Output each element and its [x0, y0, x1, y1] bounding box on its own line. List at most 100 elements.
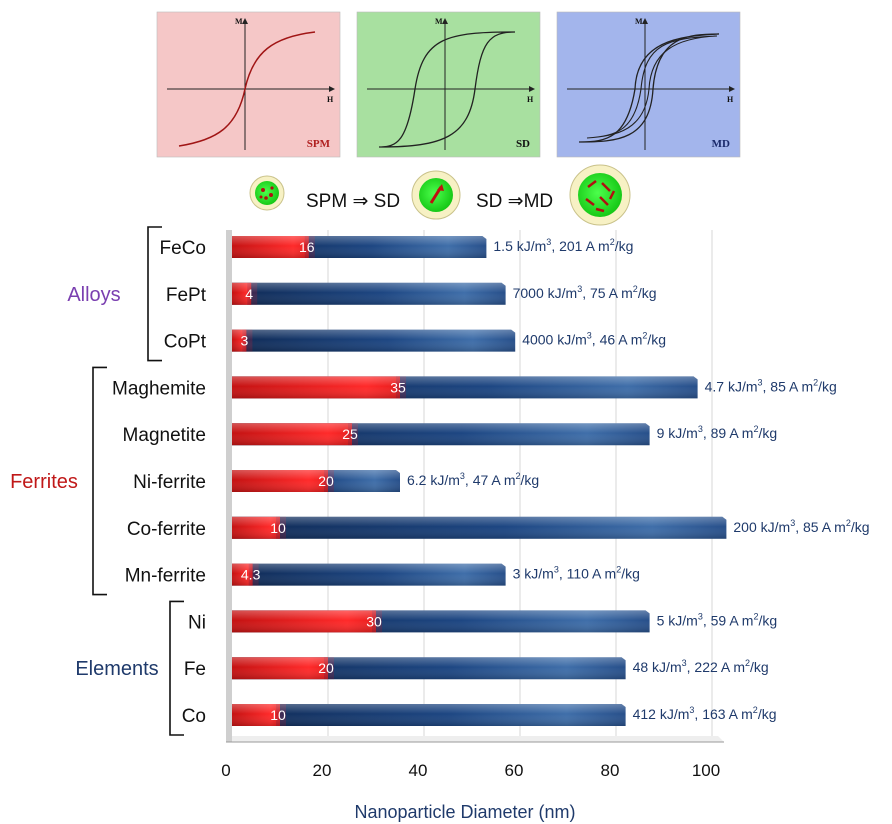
group-bracket [92, 366, 107, 596]
bar-shine [232, 563, 506, 586]
md-particle-icon [569, 164, 631, 226]
group-brackets: Alloys Ferrites Elements [10, 226, 184, 736]
panel-md: H M MD [556, 11, 741, 158]
x-tick-label: 40 [409, 761, 428, 780]
spm-limit-label: 10 [270, 520, 286, 536]
bar-row: 3 4000 kJ/m3, 46 A m2/kg [232, 329, 666, 352]
category-label: FePt [166, 285, 207, 306]
property-label: 48 kJ/m3, 222 A m2/kg [633, 658, 769, 675]
spm-limit-label: 4 [245, 286, 253, 302]
category-label: Maghemite [112, 378, 206, 399]
spm-limit-label: 3 [241, 333, 249, 349]
bar-shine [232, 236, 487, 258]
m-axis-label: M [635, 17, 643, 26]
panel-tag: SD [516, 138, 530, 150]
h-axis-arrow-icon [529, 86, 535, 92]
h-axis-arrow-icon [729, 86, 735, 92]
diameter-bar-chart: 16 1.5 kJ/m3, 201 A m2/kg 4 7000 kJ/m3, 75 … [10, 226, 870, 822]
x-axis-title: Nanoparticle Diameter (nm) [354, 802, 575, 822]
h-axis-arrow-icon [329, 86, 335, 92]
anhysteretic-curve [178, 31, 316, 147]
panel-tag: SPM [307, 138, 331, 150]
bar-row: 25 9 kJ/m3, 89 A m2/kg [232, 423, 778, 446]
spm-limit-label: 20 [318, 660, 334, 676]
panel-background [356, 11, 541, 158]
chart-floor [226, 736, 724, 742]
property-label: 9 kJ/m3, 89 A m2/kg [657, 424, 778, 441]
category-label: Fe [184, 659, 206, 680]
property-label: 6.2 kJ/m3, 47 A m2/kg [407, 471, 539, 488]
m-axis-arrow-icon [642, 18, 648, 24]
x-tick-label: 20 [313, 761, 332, 780]
category-label: Co-ferrite [127, 519, 206, 540]
multi-domain-inner-loop [586, 35, 718, 139]
group-alloys: Alloys [67, 226, 162, 362]
spm-limit-label: 16 [299, 239, 315, 255]
spm-limit-label: 10 [270, 707, 286, 723]
spm-limit-label: 25 [342, 426, 358, 442]
x-tick-label: 80 [601, 761, 620, 780]
bar-row: 4.3 3 kJ/m3, 110 A m2/kg [232, 563, 640, 586]
hysteresis-panels: H M SPM H M SD H M MD [156, 11, 741, 158]
bar-shine [232, 376, 698, 399]
panel-spm: H M SPM [156, 11, 341, 158]
group-bracket [169, 600, 184, 736]
bars: 16 1.5 kJ/m3, 201 A m2/kg 4 7000 kJ/m3, 75 … [232, 236, 870, 726]
category-label: Ni-ferrite [133, 472, 206, 493]
bar-row: 20 48 kJ/m3, 222 A m2/kg [232, 657, 769, 680]
x-tick-label: 100 [692, 761, 720, 780]
multi-domain-outer-loop [578, 33, 720, 143]
property-label: 7000 kJ/m3, 75 A m2/kg [513, 284, 657, 301]
group-ferrites: Ferrites [10, 366, 107, 596]
property-label: 3 kJ/m3, 110 A m2/kg [513, 565, 640, 582]
bar-shine [232, 282, 506, 305]
panel-sd: H M SD [356, 11, 541, 158]
m-axis-arrow-icon [442, 18, 448, 24]
category-labels: FeCoFePtCoPtMaghemiteMagnetiteNi-ferrite… [112, 238, 207, 727]
h-axis-label: H [527, 95, 534, 104]
x-axis: 0 20 40 60 80 100 [221, 741, 724, 780]
bar-row: 30 5 kJ/m3, 59 A m2/kg [232, 610, 778, 633]
property-label: 4.7 kJ/m3, 85 A m2/kg [705, 377, 837, 394]
category-label: Magnetite [123, 425, 206, 446]
bar-shine [232, 516, 727, 539]
h-axis-label: H [727, 95, 734, 104]
spm-limit-label: 20 [318, 473, 334, 489]
bar-shine [232, 470, 400, 492]
bar-row: 10 412 kJ/m3, 163 A m2/kg [232, 704, 777, 726]
bar-shine [232, 423, 650, 446]
transition-legend: SPM ⇒ SD SD ⇒MD [249, 164, 631, 226]
transition-sd-md: SD ⇒MD [476, 191, 553, 212]
spm-limit-label: 35 [390, 379, 406, 395]
category-label: CoPt [164, 332, 207, 353]
h-axis-label: H [327, 95, 334, 104]
bar-shine [232, 329, 516, 352]
category-label: FeCo [160, 238, 206, 259]
group-label: Alloys [67, 284, 120, 306]
bar-shine [232, 610, 650, 633]
panel-background [156, 11, 341, 158]
chart-left-wall [226, 230, 232, 742]
m-axis-label: M [235, 17, 243, 26]
group-elements: Elements [75, 600, 184, 736]
grid [226, 230, 724, 742]
bar-row: 20 6.2 kJ/m3, 47 A m2/kg [232, 470, 539, 492]
m-axis-label: M [435, 17, 443, 26]
property-label: 1.5 kJ/m3, 201 A m2/kg [493, 237, 633, 254]
category-label: Co [182, 706, 206, 727]
m-axis-arrow-icon [242, 18, 248, 24]
bar-shine [232, 657, 626, 680]
bar-shine [232, 704, 626, 726]
spm-particle-icon [249, 175, 285, 211]
transition-spm-sd: SPM ⇒ SD [306, 191, 400, 212]
property-label: 5 kJ/m3, 59 A m2/kg [657, 611, 778, 628]
property-label: 4000 kJ/m3, 46 A m2/kg [522, 331, 666, 348]
property-label: 412 kJ/m3, 163 A m2/kg [633, 705, 777, 722]
bar-row: 16 1.5 kJ/m3, 201 A m2/kg [232, 236, 633, 258]
x-tick-label: 0 [221, 761, 230, 780]
panel-tag: MD [712, 138, 730, 150]
sd-particle-icon [411, 170, 461, 220]
category-label: Mn-ferrite [125, 566, 206, 587]
group-label: Elements [75, 658, 158, 680]
